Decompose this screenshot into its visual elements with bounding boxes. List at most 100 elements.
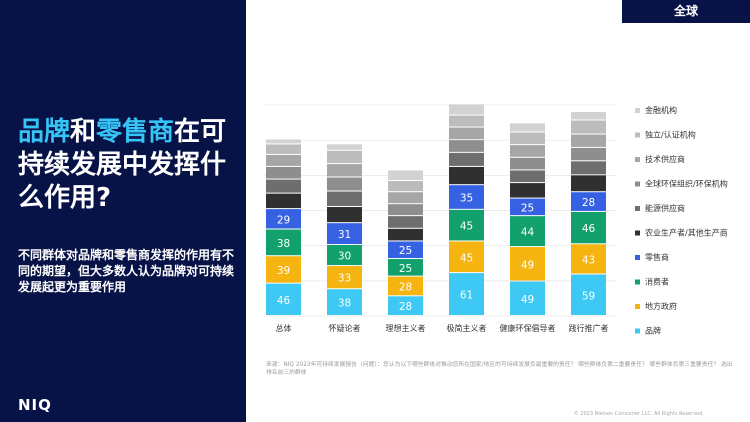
bar-segment-gov: [510, 247, 545, 281]
legend-swatch-finance: [635, 108, 640, 113]
data-label: 46: [277, 295, 291, 307]
legend: 金融机构独立/认证机构技术供应商全球环保组织/环保机构能源供应商农业生产者/其他…: [635, 105, 728, 336]
bar-segment-finance: [327, 144, 362, 150]
legend-swatch-retailer: [635, 255, 640, 260]
legend-label-gov: 地方政府: [645, 301, 677, 311]
bar-segment-tech: [449, 127, 484, 140]
data-label: 45: [460, 221, 473, 233]
legend-swatch-consumer: [635, 279, 640, 285]
bar-segment-energy: [571, 161, 606, 175]
bar-segment-agri: [449, 166, 484, 185]
source-note: 来源：NIQ 2023年可持续发展报告（问题）：您认为以下哪些群体对推动您所在国…: [266, 362, 733, 376]
data-label: 30: [338, 251, 351, 263]
legend-swatch-tech: [635, 157, 640, 162]
title-connector: 和: [70, 117, 97, 147]
bar-segment-tech: [266, 154, 301, 166]
bar-segment-energy: [510, 170, 545, 183]
left-panel: 品牌和零售商在可持续发展中发挥什么作用? 不同群体对品牌和零售商发挥的作用有不同…: [0, 0, 246, 422]
data-label: 25: [399, 263, 412, 275]
bar-segment-agri: [388, 228, 423, 241]
subheading: 不同群体对品牌和零售商发挥的作用有不同的期望，但大多数人认为品牌对可持续发展起更…: [18, 248, 235, 294]
bar-segment-consumer: [388, 259, 423, 276]
legend-swatch-gov: [635, 304, 640, 309]
bar-segment-cert: [571, 120, 606, 134]
legend-label-cert: 独立/认证机构: [645, 130, 696, 140]
bar-segment-finance: [388, 170, 423, 180]
bar-segment-agri: [266, 193, 301, 209]
bar-segment-cert: [266, 144, 301, 154]
bar-segment-consumer: [571, 211, 606, 244]
legend-label-finance: 金融机构: [645, 105, 677, 115]
data-label: 31: [338, 229, 351, 241]
legend-label-ngo: 全球环保组织/环保机构: [645, 179, 728, 189]
bar-segment-energy: [388, 216, 423, 228]
data-label: 59: [582, 290, 595, 302]
bar-segment-energy: [266, 179, 301, 193]
legend-swatch-brand: [635, 328, 640, 334]
stacked-bar-chart: 46 39 38 29 38 33 30 31 28 28 25 25 61 45 45 35 49 49 44 25…: [264, 104, 728, 336]
data-label: 43: [582, 254, 595, 266]
category-label: 理想主义者: [386, 323, 426, 333]
bar-segment-cert: [388, 180, 423, 192]
data-label: 38: [277, 238, 290, 250]
data-label: 44: [521, 227, 535, 239]
bar-segment-brand: [449, 273, 484, 315]
bar-segment-brand: [571, 274, 606, 315]
bar-segment-ngo: [327, 177, 362, 191]
legend-swatch-energy: [635, 206, 640, 211]
legend-label-brand: 品牌: [645, 326, 661, 336]
bar-segment-gov: [266, 256, 301, 283]
bar-segment-finance: [571, 112, 606, 120]
bar-segment-retailer: [449, 185, 484, 209]
data-label: 46: [582, 223, 596, 235]
bar-segment-energy: [327, 191, 362, 206]
data-label: 25: [521, 202, 534, 214]
bar-segment-tech: [388, 192, 423, 204]
bar-segment-brand: [388, 296, 423, 315]
bar-segment-consumer: [510, 216, 545, 247]
bar-segment-ngo: [510, 157, 545, 170]
category-label: 总体: [276, 323, 292, 333]
bar-segment-brand: [510, 281, 545, 315]
category-label: 践行推广者: [569, 323, 609, 333]
legend-label-agri: 农业生产者/其他生产商: [645, 228, 728, 238]
bar-segment-cert: [510, 132, 545, 145]
region-tag: 全球: [622, 0, 750, 23]
bar-segment-retailer: [510, 198, 545, 216]
data-label: 29: [277, 214, 290, 226]
bar-segment-gov: [327, 266, 362, 289]
bar-segment-agri: [571, 175, 606, 192]
gridlines: [264, 104, 616, 317]
bar-segment-brand: [327, 289, 362, 315]
bar-segment-brand: [266, 283, 301, 315]
bar-segment-retailer: [266, 209, 301, 229]
bar-segment-tech: [327, 164, 362, 177]
legend-label-retailer: 零售商: [645, 252, 669, 262]
bar-segment-gov: [571, 244, 606, 274]
bar-segment-agri: [327, 207, 362, 223]
legend-swatch-ngo: [635, 181, 640, 187]
bar-segment-agri: [510, 183, 545, 198]
copyright: © 2023 Nielsen Consumer LLC. All Rights …: [573, 411, 704, 417]
title-rest: 在可持续发展中发挥什么作用?: [18, 117, 227, 213]
data-label: 39: [277, 265, 290, 277]
category-label: 健康环保倡导者: [500, 323, 556, 333]
category-labels: 总体 怀疑论者 理想主义者 极简主义者 健康环保倡导者 践行推广者: [276, 323, 609, 333]
data-label: 28: [399, 301, 412, 313]
bar-segment-ngo: [266, 166, 301, 179]
bar-segment-ngo: [388, 204, 423, 216]
bar-segment-cert: [327, 150, 362, 164]
data-label: 28: [399, 281, 412, 293]
bar-segment-finance: [449, 104, 484, 115]
bar-segment-finance: [510, 123, 545, 132]
bars: 46 39 38 29 38 33 30 31 28 28 25 25 61 45 45 35 49 49 44 25…: [266, 104, 606, 315]
legend-label-tech: 技术供应商: [645, 154, 685, 164]
legend-swatch-agri: [635, 230, 640, 236]
title-brand-highlight: 品牌: [18, 117, 71, 147]
bar-segment-energy: [449, 152, 484, 166]
data-label: 28: [582, 197, 595, 209]
bar-segment-ngo: [449, 140, 484, 152]
data-label: 45: [460, 252, 473, 264]
bar-segment-gov: [388, 276, 423, 296]
bar-segment-consumer: [327, 244, 362, 266]
